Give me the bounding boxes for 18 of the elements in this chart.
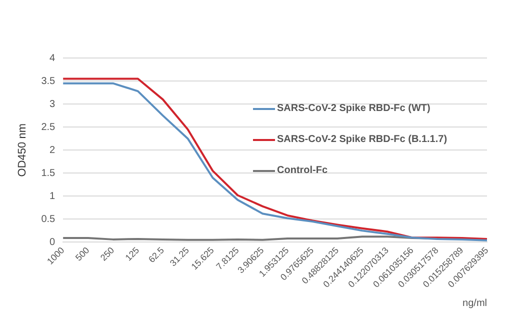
legend-label: SARS-CoV-2 Spike RBD-Fc (WT) [277,103,430,114]
y-tick-label: 2.5 [41,122,56,133]
legend-label: Control-Fc [277,165,328,176]
x-tick-label: 125 [123,245,142,263]
y-tick-label: 3 [50,98,56,110]
y-tick-label: 0 [50,236,56,248]
y-tick-label: 1.5 [41,168,56,179]
y-axis-title: OD450 nm [16,124,29,177]
y-tick-label: 2 [50,144,56,156]
legend-label: SARS-CoV-2 Spike RBD-Fc (B.1.1.7) [277,134,448,145]
y-tick-label: 4 [50,52,56,64]
x-tick-label: 62.5 [146,245,166,265]
x-tick-label: 500 [74,245,92,263]
y-tick-label: 1 [50,190,56,202]
x-axis-title: ng/ml [462,298,487,309]
y-tick-label: 3.5 [41,76,56,87]
y-tick-label: 0.5 [41,214,56,225]
x-tick-label: 250 [98,245,116,263]
